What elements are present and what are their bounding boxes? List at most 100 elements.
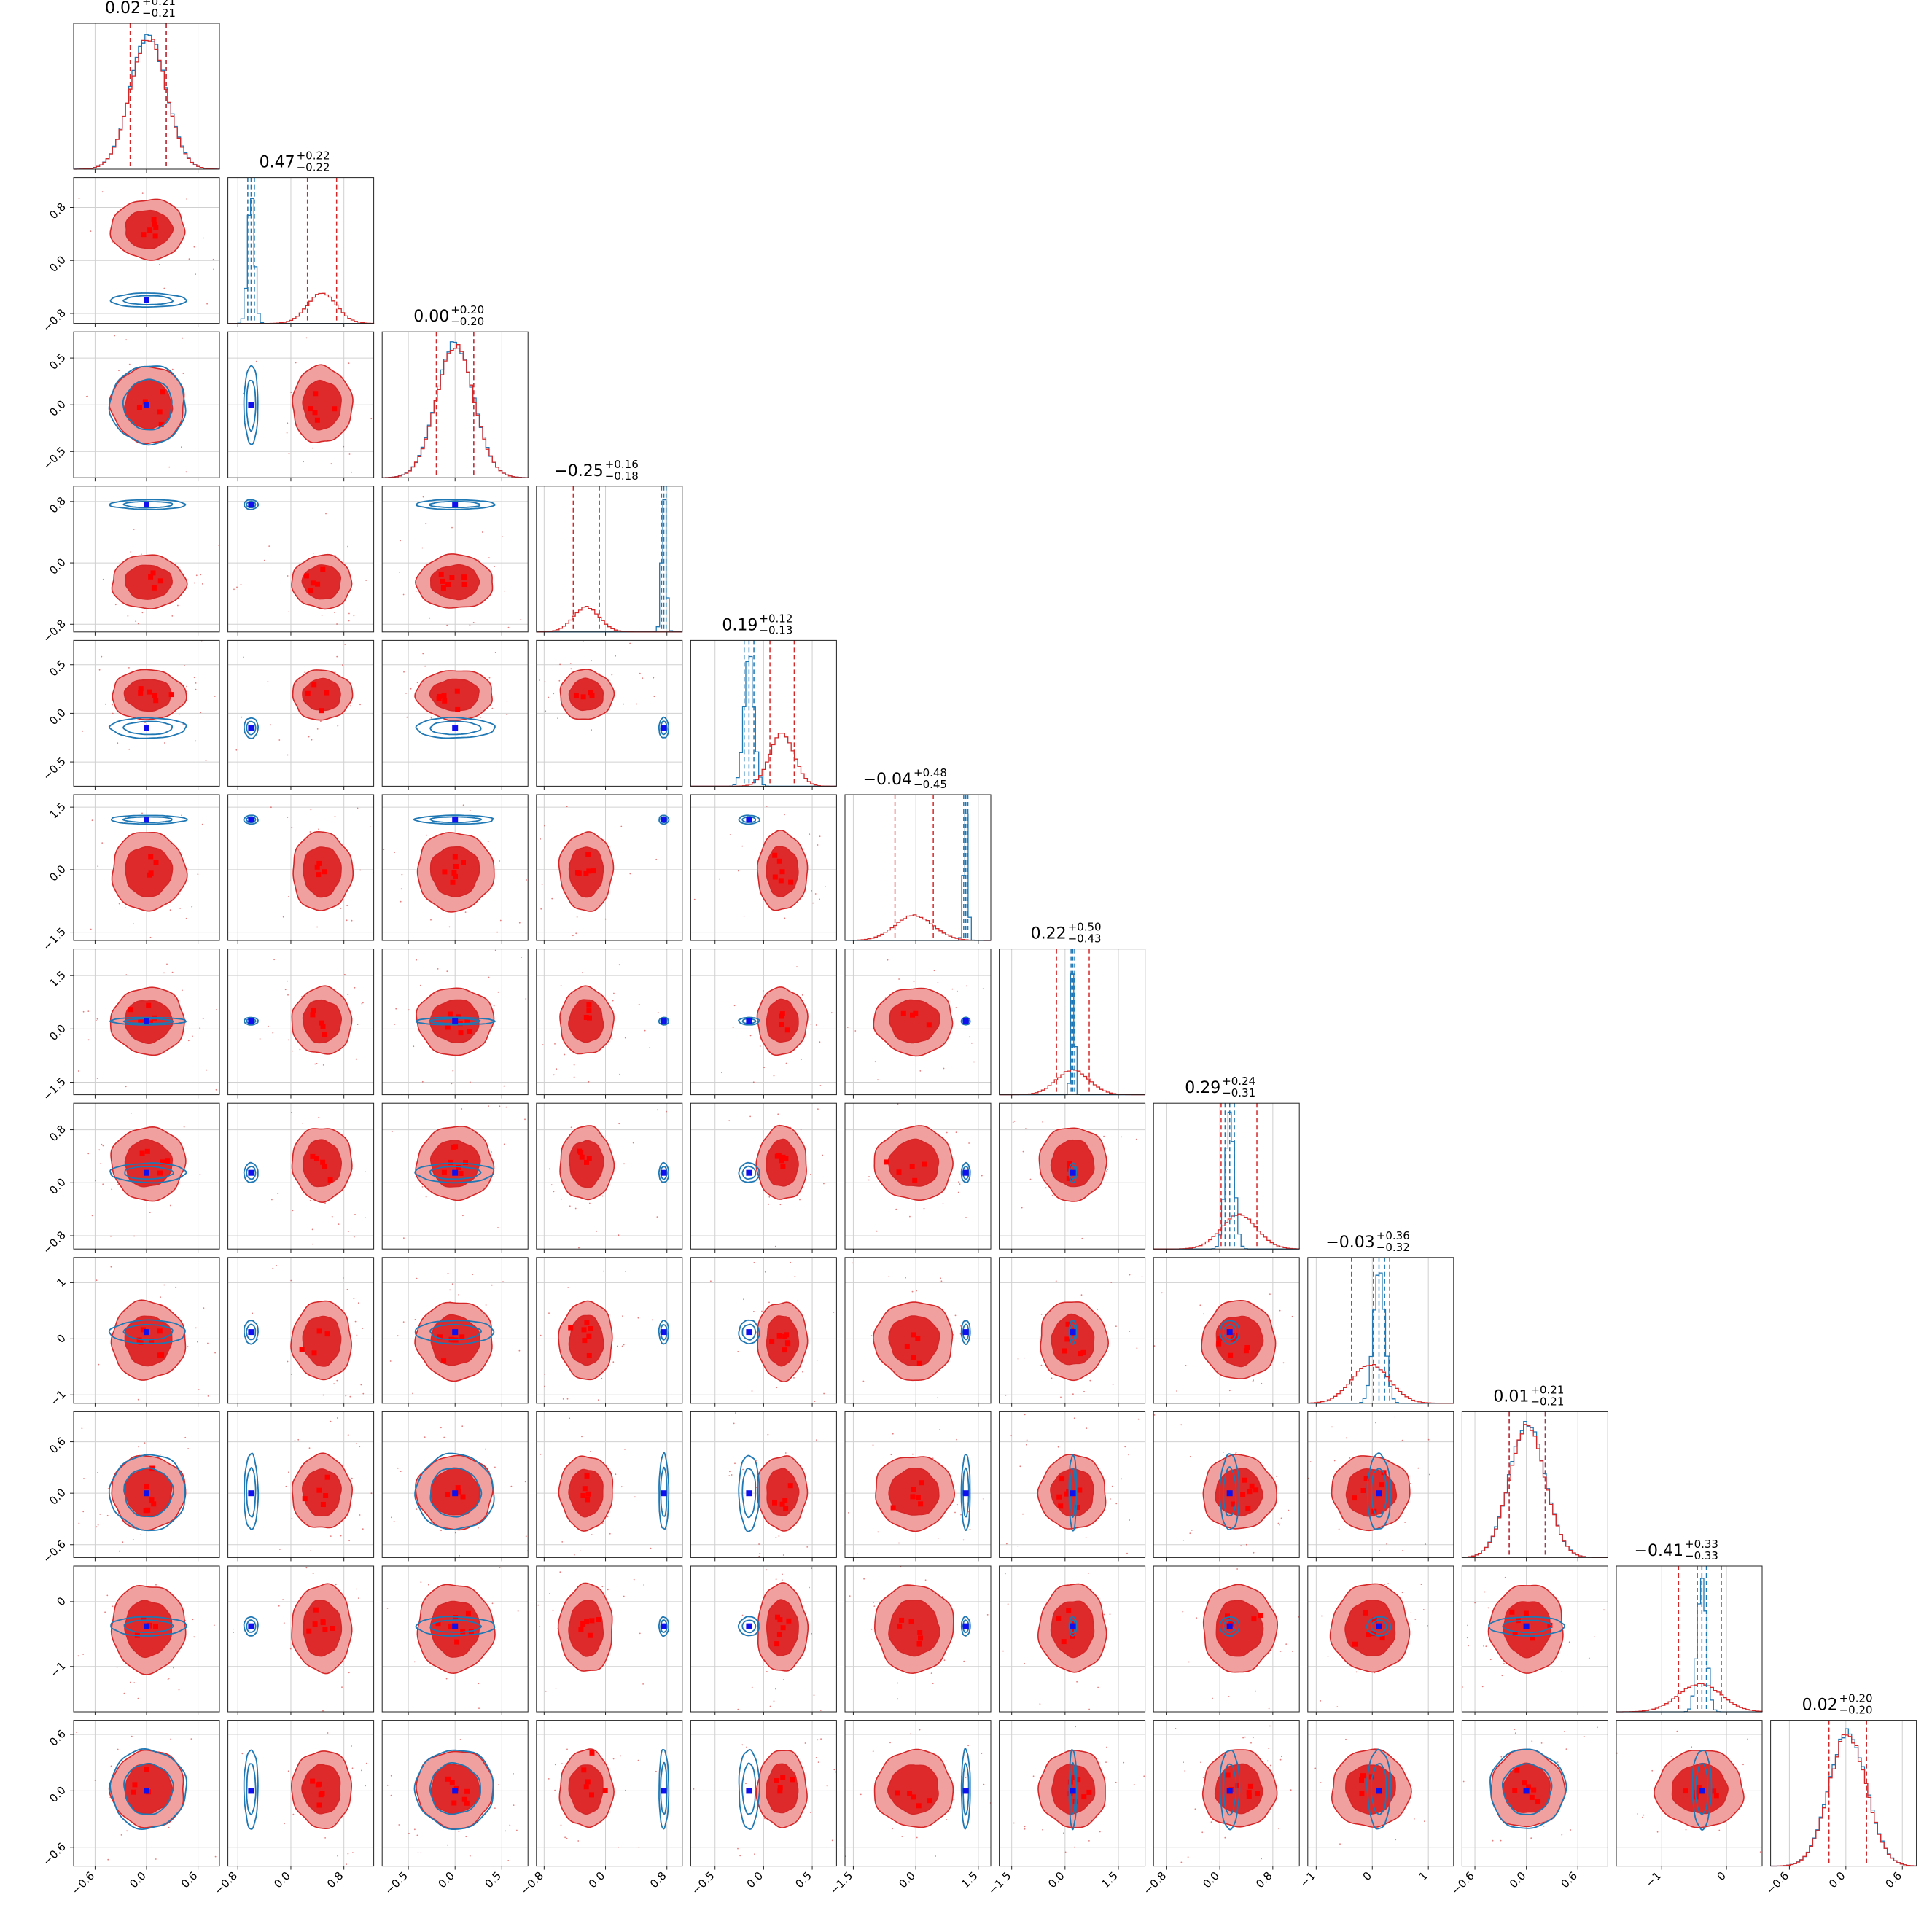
- truth-marker-red: [310, 1153, 316, 1159]
- truth-marker-red: [314, 864, 320, 870]
- contour-red-inner-8-4: [766, 1315, 800, 1367]
- truth-marker-red: [1217, 1335, 1223, 1341]
- truth-marker-red: [1253, 1487, 1259, 1493]
- y-tick-label-9: 0.0: [47, 1486, 69, 1508]
- contour-blue-outer-10-9: [1488, 1616, 1565, 1637]
- title-minus-5: −0.45: [914, 778, 947, 791]
- contour-blue-outer-6-3: [658, 1016, 669, 1026]
- truth-marker-red: [453, 864, 459, 869]
- contour-blue-inner-11-3: [660, 1761, 668, 1815]
- panel-11-4: [693, 1738, 837, 1857]
- truth-marker-red: [587, 1632, 593, 1638]
- contour-blue-outer-11-6: [1068, 1748, 1078, 1831]
- truth-marker-red: [438, 572, 444, 577]
- contour-blue-outer-11-0: [109, 1748, 187, 1831]
- truth-marker-red: [312, 410, 318, 416]
- truth-marker-red: [136, 1337, 142, 1343]
- histogram-blue-10: [1616, 1578, 1762, 1713]
- contour-blue-inner-9-1: [246, 1467, 257, 1518]
- truth-marker-red: [783, 1156, 789, 1161]
- x-tick-label-6: 1.5: [1099, 1869, 1121, 1891]
- x-tick-label-4: −0.5: [689, 1869, 717, 1897]
- contour-blue-outer-10-4: [737, 1616, 760, 1637]
- contour-blue-inner-10-8: [1370, 1619, 1387, 1633]
- y-tick-label-6: −1.5: [40, 1075, 68, 1103]
- truth-marker-red: [458, 1171, 464, 1176]
- truth-marker-red: [148, 870, 154, 876]
- truth-marker-red: [312, 1621, 318, 1627]
- contour-blue-inner-11-10: [1694, 1762, 1709, 1815]
- contour-blue-inner-8-4: [741, 1323, 757, 1341]
- contour-blue-outer-11-10: [1691, 1750, 1713, 1831]
- truth-marker-red: [138, 690, 144, 696]
- x-tick-label-9: 0.6: [1558, 1869, 1580, 1891]
- truth-marker-red: [435, 1621, 441, 1627]
- truth-marker-red: [1251, 1616, 1257, 1622]
- truth-marker-red: [1711, 1788, 1717, 1794]
- title-median-0: 0.02: [105, 0, 141, 17]
- panel-5-2: [383, 804, 527, 933]
- contour-blue-outer-2-0: [108, 365, 187, 446]
- histogram-red-2: [381, 344, 529, 478]
- panel-10-4: [737, 1567, 822, 1711]
- truth-marker-red: [1056, 1616, 1062, 1621]
- contour-blue-inner-5-4: [741, 816, 757, 823]
- truth-marker-red: [586, 1353, 592, 1358]
- truth-marker-red: [908, 1619, 914, 1624]
- truth-marker-blue: [452, 1169, 459, 1176]
- truth-marker-blue: [248, 817, 254, 823]
- x-tick-label-0: 0.6: [179, 1869, 200, 1891]
- panel-frame-7-5: [844, 1102, 992, 1250]
- x-tick-label-11: 0.0: [1826, 1869, 1848, 1891]
- histogram-red-1: [227, 292, 375, 324]
- grid-4-0: [74, 640, 219, 787]
- truth-marker-red: [1228, 1352, 1234, 1358]
- panel-frame-11-5: [844, 1720, 992, 1867]
- contour-blue-outer-6-4: [737, 1016, 760, 1026]
- title-median-6: 0.22: [1031, 925, 1067, 943]
- truth-marker-red: [159, 1352, 165, 1358]
- panel-frame-3-1: [227, 486, 375, 633]
- panel-frame-10-8: [1307, 1565, 1454, 1713]
- truth-marker-blue: [144, 1329, 149, 1336]
- truth-marker-blue: [1523, 1788, 1530, 1794]
- title-minus-10: −0.33: [1685, 1549, 1718, 1562]
- panel-frame-9-6: [999, 1411, 1146, 1558]
- title-minus-9: −0.21: [1530, 1395, 1564, 1408]
- contour-blue-inner-10-3: [660, 1619, 668, 1633]
- truth-marker-red: [922, 1161, 927, 1167]
- truth-marker-red: [578, 1627, 584, 1632]
- truth-marker-red: [1231, 1501, 1237, 1507]
- truth-marker-blue: [452, 502, 459, 508]
- contour-blue-inner-10-0: [123, 1619, 174, 1633]
- truth-marker-red: [1371, 1617, 1377, 1623]
- panel-7-6: [1012, 1120, 1137, 1239]
- truth-marker-red: [1509, 1609, 1515, 1615]
- truth-marker-blue: [661, 1623, 667, 1629]
- panel-10-8: [1320, 1583, 1428, 1708]
- truth-marker-red: [779, 1022, 784, 1027]
- panel-9-5: [848, 1429, 984, 1555]
- panel-frame-5-5: [844, 794, 992, 941]
- grid-11-8: [1307, 1720, 1454, 1866]
- truth-marker-red: [320, 566, 326, 572]
- contour-red-inner-4-3: [568, 677, 604, 712]
- panel-frame-11-10: [1616, 1720, 1763, 1867]
- panel-4-2: [403, 652, 508, 739]
- truth-marker-blue: [1226, 1623, 1233, 1629]
- truth-marker-red: [316, 872, 322, 878]
- truth-marker-red: [778, 878, 784, 884]
- truth-marker-red: [585, 1497, 591, 1503]
- truth-marker-red: [454, 1639, 460, 1645]
- contour-blue-inner-8-3: [660, 1324, 668, 1341]
- truth-marker-red: [780, 1164, 786, 1169]
- truth-marker-red: [144, 1484, 149, 1489]
- title-minus-11: −0.20: [1839, 1704, 1873, 1717]
- truth-marker-blue: [1226, 1329, 1233, 1336]
- truth-marker-red: [1247, 1783, 1253, 1789]
- truth-marker-red: [158, 421, 164, 427]
- truth-marker-blue: [746, 1788, 752, 1794]
- contour-red-inner-9-1: [301, 1468, 342, 1516]
- truth-marker-red: [776, 1632, 782, 1637]
- histogram-blue-11: [1769, 1728, 1917, 1867]
